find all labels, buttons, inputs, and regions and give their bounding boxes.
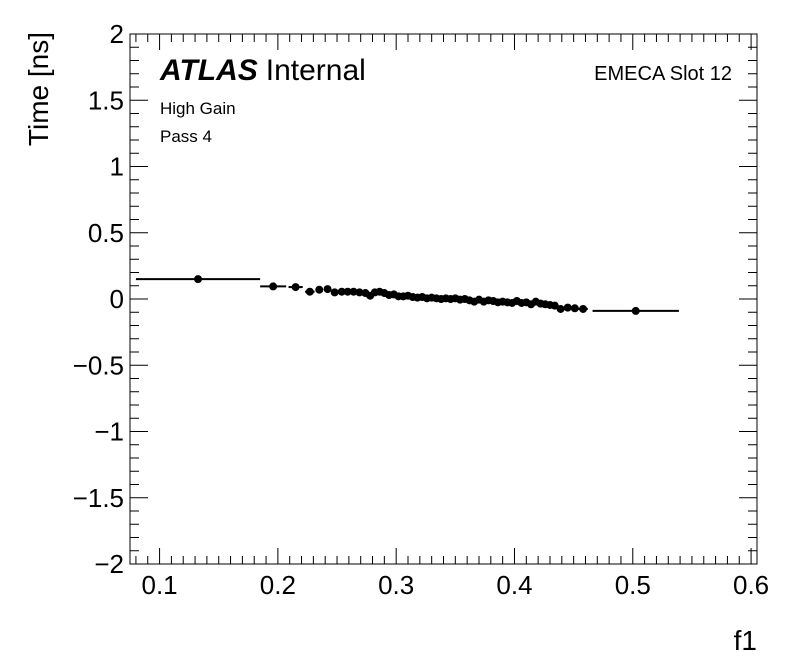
y-tick-label: 0	[110, 284, 124, 314]
x-axis-title: f1	[734, 625, 757, 656]
x-tick-label: 0.3	[378, 570, 414, 600]
gain-label: High Gain	[160, 99, 236, 118]
x-tick-label: 0.4	[496, 570, 532, 600]
data-point	[550, 301, 559, 310]
x-axis-ticks: 0.1 0.2 0.3 0.4 0.5 0.6	[135, 34, 769, 600]
data-point	[556, 304, 565, 313]
data-point	[269, 282, 278, 291]
data-point	[330, 288, 339, 297]
slot-label: EMECA Slot 12	[594, 63, 732, 85]
data-point	[563, 303, 572, 312]
y-tick-label: 0.5	[88, 218, 124, 248]
x-tick-label: 0.6	[733, 570, 769, 600]
y-tick-label: −1	[94, 417, 124, 447]
y-axis-ticks: 2 1.5 1 0.5 0 −0.5 −1 −1.5 −2	[73, 19, 757, 579]
y-tick-label: −0.5	[73, 350, 124, 380]
data-series	[135, 275, 679, 315]
atlas-bold-text: ATLAS	[159, 54, 258, 87]
pass-label: Pass 4	[160, 127, 212, 146]
y-tick-label: 1	[110, 152, 124, 182]
data-point	[570, 304, 579, 313]
data-point	[355, 288, 364, 297]
y-axis-title: Time [ns]	[23, 32, 54, 146]
data-point	[315, 285, 324, 294]
y-tick-label: 1.5	[88, 85, 124, 115]
atlas-label: ATLAS Internal	[159, 54, 366, 87]
x-tick-label: 0.1	[141, 570, 177, 600]
data-point	[291, 283, 300, 292]
data-point	[337, 287, 346, 296]
data-point	[305, 287, 314, 296]
atlas-internal-text: Internal	[266, 54, 366, 87]
y-tick-label: −1.5	[73, 483, 124, 513]
x-tick-label: 0.2	[260, 570, 296, 600]
data-point	[323, 285, 332, 294]
x-tick-label: 0.5	[615, 570, 651, 600]
data-point	[349, 287, 358, 296]
data-point	[194, 275, 203, 284]
y-tick-label: −2	[94, 549, 124, 579]
data-point	[631, 306, 640, 315]
data-point	[343, 287, 352, 296]
y-tick-label: 2	[110, 19, 124, 49]
data-point	[579, 304, 588, 313]
